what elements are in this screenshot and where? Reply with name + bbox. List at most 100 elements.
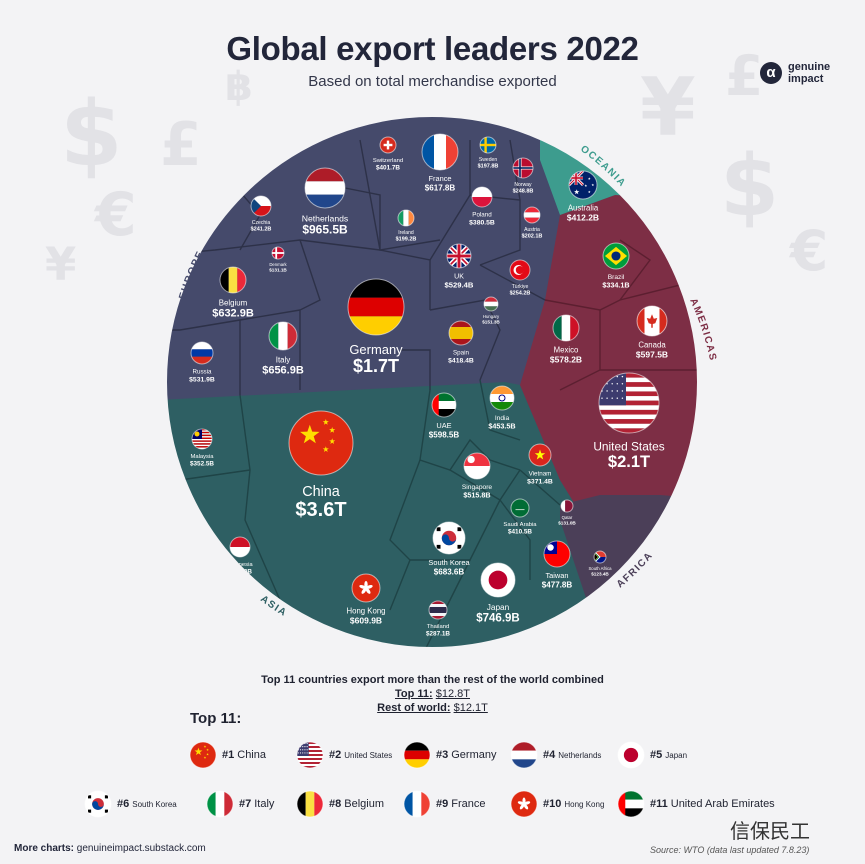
uae-flag-icon (432, 393, 456, 417)
top11-rank: #4 (543, 749, 556, 761)
top11-item: #8 Belgium (296, 789, 384, 819)
cell-malaysia[interactable]: Malaysia$352.5B (190, 428, 214, 468)
euro-icon-right: € (788, 219, 828, 283)
cell-south-korea[interactable]: South Korea$683.6B (428, 521, 470, 577)
top11-flag (189, 741, 217, 769)
cell-norway[interactable]: Norway$248.8B (512, 157, 534, 195)
footer-url[interactable]: genuineimpact.substack.com (76, 843, 206, 854)
country-name-label: Austria (524, 227, 540, 233)
americas-cell-borders (544, 239, 698, 391)
singapore-flag-icon (464, 453, 490, 479)
country-value-label: $531.9B (189, 377, 215, 384)
cell-uae[interactable]: UAE$598.5B (429, 392, 460, 440)
top11-flag (296, 741, 324, 769)
logo-word-1: genuine (788, 61, 831, 73)
country-value-label: $287.1B (426, 631, 450, 638)
poland-flag-icon (472, 187, 492, 207)
country-value-label: $477.8B (542, 581, 573, 590)
cell-united-states[interactable]: United States$2.1T (593, 372, 665, 471)
cell-belgium[interactable]: Belgium$632.9B (212, 266, 254, 319)
region-oceania (540, 130, 698, 215)
cell-mexico[interactable]: Mexico$578.2B (550, 314, 582, 365)
country-value-label: $746.9B (476, 612, 519, 624)
top11-item: #7 Italy (206, 789, 274, 819)
country-name-label: Vietnam (529, 471, 552, 478)
cell-switzerland[interactable]: Switzerland$401.7B (373, 136, 403, 172)
country-value-label: $371.4B (527, 479, 553, 486)
south-korea-flag-icon (433, 522, 465, 554)
norway-flag-icon (513, 158, 533, 178)
ireland-flag-icon (398, 210, 414, 226)
cell-qatar[interactable]: Qatar$131.0B (558, 499, 576, 526)
country-name-label: Taiwan (545, 571, 568, 580)
switzerland-flag-icon (380, 137, 396, 153)
top11-rank: #10 (543, 798, 562, 810)
cell-singapore[interactable]: Singapore$515.8B (462, 452, 493, 500)
country-value-label: $656.9B (262, 364, 304, 376)
country-name-label: China (302, 484, 340, 500)
top11-item: #3 Germany (403, 740, 497, 770)
cell-germany[interactable]: Germany$1.7T (347, 278, 405, 376)
cell-ireland[interactable]: Ireland$199.2B (396, 209, 417, 243)
cell-india[interactable]: India$453.5B (488, 385, 516, 431)
country-cells: Germany$1.7T Netherlands$965.5B Italy$656.… (189, 133, 668, 638)
top11-item: #1 China (189, 740, 266, 770)
cell-denmark[interactable]: Denmark$131.1B (269, 246, 288, 273)
footer-more-charts[interactable]: More charts: genuineimpact.substack.com (14, 843, 206, 854)
summary-line-1: Top 11 countries export more than the re… (261, 674, 604, 686)
thailand-flag-icon (429, 601, 447, 619)
netherlands-flag-icon (305, 168, 345, 208)
top11-country: Italy (254, 798, 275, 810)
cell-thailand[interactable]: Thailand$287.1B (426, 600, 450, 638)
country-name-label: UK (454, 274, 464, 281)
t-rkiye-flag-icon (510, 260, 530, 280)
cell-china[interactable]: China$3.6T (288, 410, 354, 521)
country-value-label: $352.5B (190, 461, 214, 468)
brand-logo[interactable]: α genuine impact (760, 58, 860, 92)
cell-japan[interactable]: Japan$746.9B (476, 562, 520, 624)
chart-subtitle: Based on total merchandise exported (308, 73, 557, 90)
cell-russia[interactable]: Russia$531.9B (189, 341, 215, 384)
cell-vietnam[interactable]: Vietnam$371.4B (527, 443, 553, 486)
yen-icon-right: ¥ (640, 61, 696, 154)
cell-south-africa[interactable]: South Africa$123.4B (588, 550, 612, 577)
saudi-arabia-flag-icon (511, 499, 529, 517)
country-value-label: $401.7B (376, 165, 400, 172)
cell-uk[interactable]: UK$529.4B (445, 243, 474, 290)
cell-hungary[interactable]: Hungary$151.3B (482, 296, 500, 325)
country-value-label: $202.1B (522, 234, 543, 240)
cell-netherlands[interactable]: Netherlands$965.5B (302, 167, 349, 236)
cell-canada[interactable]: Canada$597.5B (636, 305, 668, 360)
mexico-flag-icon (553, 315, 579, 341)
top11-flag (510, 790, 538, 818)
country-name-label: Russia (192, 369, 212, 376)
country-value-label: $418.4B (448, 358, 474, 365)
summary-rest-label: Rest of world: (377, 702, 451, 714)
brazil-flag-icon (603, 243, 629, 269)
cell-saudi-arabia[interactable]: Saudi Arabia$410.5B (503, 498, 537, 536)
country-name-label: India (495, 415, 510, 422)
country-value-label: $632.9B (212, 307, 254, 319)
cell-spain[interactable]: Spain$418.4B (448, 320, 474, 365)
cell-poland[interactable]: Poland$380.5B (469, 186, 495, 227)
top11-country: Netherlands (558, 750, 602, 760)
cell-sweden[interactable]: Sweden$197.8B (478, 136, 499, 170)
cell-t-rkiye[interactable]: Türkiye$254.2B (509, 259, 531, 297)
cell-brazil[interactable]: Brazil$334.1B (602, 242, 630, 290)
top11-flag (403, 790, 431, 818)
cell-hong-kong[interactable]: Hong Kong$609.9B (346, 573, 386, 626)
cell-france[interactable]: France$617.8B (421, 133, 459, 193)
cell-czechia[interactable]: Czechia$241.2B (250, 195, 272, 233)
baht-icon: ฿ (225, 64, 253, 110)
cell-italy[interactable]: Italy$656.9B (262, 321, 304, 376)
country-name-label: Mexico (554, 346, 579, 355)
pound-icon-right: £ (725, 44, 763, 108)
country-value-label: $131.1B (269, 268, 287, 273)
country-name-label: Brazil (608, 274, 625, 281)
japan-flag-icon (618, 742, 644, 768)
top11-flag (206, 790, 234, 818)
asia-cell-borders (179, 379, 561, 648)
cell-austria[interactable]: Austria$202.1B (522, 206, 543, 240)
